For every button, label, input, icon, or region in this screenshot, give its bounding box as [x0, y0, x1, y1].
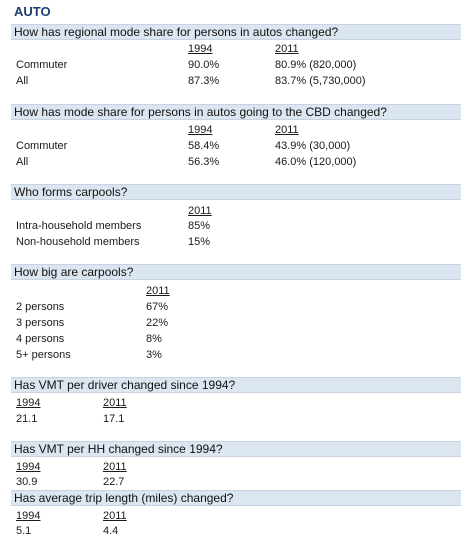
row-value: 46.0% (120,000) — [275, 156, 357, 168]
question-text: Has VMT per driver changed since 1994? — [14, 378, 236, 392]
question-bar — [11, 264, 461, 280]
row-label: Non-household members — [16, 236, 140, 248]
row-value: 17.1 — [103, 413, 125, 425]
row-label: All — [16, 156, 29, 168]
question-text: Has VMT per HH changed since 1994? — [14, 442, 223, 456]
row-value: 4.4 — [103, 525, 119, 537]
question-bar — [11, 24, 461, 40]
row-value: 5.1 — [16, 525, 32, 537]
row-value: 90.0% — [188, 59, 220, 71]
column-header: 2011 — [103, 397, 127, 409]
row-value: 83.7% (5,730,000) — [275, 75, 366, 87]
column-header: 2011 — [103, 461, 127, 473]
page-title: AUTO — [14, 4, 51, 19]
column-header: 1994 — [188, 43, 213, 55]
question-bar — [11, 104, 461, 120]
row-label: 2 persons — [16, 301, 65, 313]
question-bar — [11, 184, 461, 200]
question-text: How big are carpools? — [14, 265, 134, 279]
column-header: 1994 — [16, 461, 41, 473]
row-label: 5+ persons — [16, 349, 71, 361]
row-value: 22% — [146, 317, 169, 329]
question-text: How has regional mode share for persons … — [14, 25, 339, 39]
question-bar — [11, 441, 461, 457]
question-bar — [11, 377, 461, 393]
row-value: 3% — [146, 349, 162, 361]
row-label: Commuter — [16, 140, 68, 152]
row-value: 15% — [188, 236, 211, 248]
row-value: 87.3% — [188, 75, 220, 87]
row-label: All — [16, 75, 29, 87]
column-header: 1994 — [16, 397, 41, 409]
question-text: Who forms carpools? — [14, 185, 128, 199]
row-value: 85% — [188, 220, 211, 232]
column-header: 1994 — [188, 124, 213, 136]
column-header: 2011 — [146, 285, 170, 297]
row-value: 43.9% (30,000) — [275, 140, 351, 152]
row-value: 22.7 — [103, 476, 125, 488]
row-label: Commuter — [16, 59, 68, 71]
row-value: 67% — [146, 301, 169, 313]
row-value: 80.9% (820,000) — [275, 59, 357, 71]
column-header: 1994 — [16, 510, 41, 522]
row-value: 58.4% — [188, 140, 220, 152]
row-label: 4 persons — [16, 333, 65, 345]
column-header: 2011 — [188, 205, 212, 217]
column-header: 2011 — [275, 43, 299, 55]
question-bar — [11, 490, 461, 506]
row-value: 56.3% — [188, 156, 220, 168]
column-header: 2011 — [103, 510, 127, 522]
row-value: 21.1 — [16, 413, 38, 425]
question-text: How has mode share for persons in autos … — [14, 105, 387, 119]
row-value: 8% — [146, 333, 162, 345]
row-label: Intra-household members — [16, 220, 142, 232]
column-header: 2011 — [275, 124, 299, 136]
row-value: 30.9 — [16, 476, 38, 488]
question-text: Has average trip length (miles) changed? — [14, 491, 234, 505]
row-label: 3 persons — [16, 317, 65, 329]
